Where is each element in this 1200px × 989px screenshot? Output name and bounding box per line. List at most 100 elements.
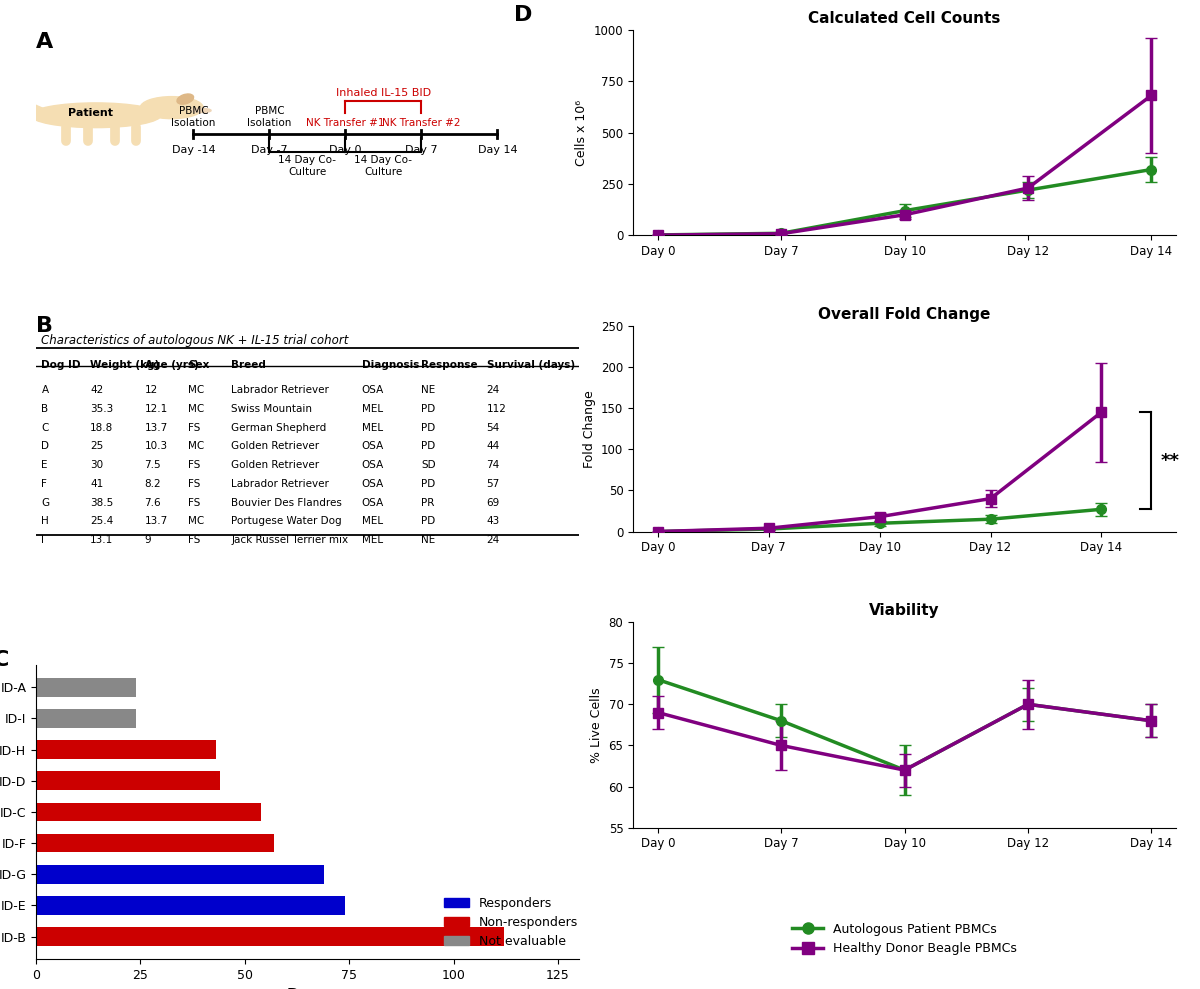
Legend: Responders, Non-responders, Not evaluable: Responders, Non-responders, Not evaluabl… [439, 891, 583, 953]
Y-axis label: % Live Cells: % Live Cells [590, 687, 602, 763]
Text: 69: 69 [486, 497, 500, 507]
Text: C: C [0, 650, 8, 670]
Text: 57: 57 [486, 479, 500, 489]
Legend: Autologous Patient PBMCs, Healthy Donor Beagle PBMCs: Autologous Patient PBMCs, Healthy Donor … [792, 923, 1018, 955]
Text: 7.6: 7.6 [144, 497, 161, 507]
Text: Day 14: Day 14 [478, 144, 517, 154]
Text: NK Transfer #1: NK Transfer #1 [306, 118, 385, 128]
Text: MEL: MEL [361, 516, 383, 526]
Text: PD: PD [421, 404, 436, 414]
Title: Viability: Viability [869, 603, 940, 618]
Text: G: G [42, 497, 49, 507]
Text: FS: FS [188, 422, 200, 432]
Ellipse shape [192, 109, 211, 113]
Text: Response: Response [421, 360, 478, 370]
Text: 13.7: 13.7 [144, 516, 168, 526]
Text: MC: MC [188, 516, 204, 526]
Text: FS: FS [188, 535, 200, 545]
Text: 30: 30 [90, 460, 103, 470]
Text: 112: 112 [486, 404, 506, 414]
Text: 14 Day Co-
Culture: 14 Day Co- Culture [354, 155, 413, 177]
Text: FS: FS [188, 460, 200, 470]
Text: NE: NE [421, 535, 436, 545]
Text: D: D [42, 441, 49, 451]
Text: MEL: MEL [361, 535, 383, 545]
Text: OSA: OSA [361, 479, 384, 489]
Text: Golden Retriever: Golden Retriever [232, 441, 319, 451]
Text: OSA: OSA [361, 385, 384, 396]
Text: D: D [514, 5, 532, 25]
Text: Characteristics of autologous NK + IL-15 trial cohort: Characteristics of autologous NK + IL-15… [42, 334, 349, 347]
Y-axis label: Cells x 10⁶: Cells x 10⁶ [575, 100, 588, 165]
Text: PR: PR [421, 497, 434, 507]
Text: Jack Russel Terrier mix: Jack Russel Terrier mix [232, 535, 348, 545]
Text: MEL: MEL [361, 422, 383, 432]
Text: Day -14: Day -14 [172, 144, 215, 154]
Text: MC: MC [188, 385, 204, 396]
Text: German Shepherd: German Shepherd [232, 422, 326, 432]
Text: Weight (kg): Weight (kg) [90, 360, 160, 370]
Text: 38.5: 38.5 [90, 497, 114, 507]
X-axis label: Days: Days [287, 988, 328, 989]
Bar [36, 771, 220, 790]
Text: Inhaled IL-15 BID: Inhaled IL-15 BID [336, 88, 431, 98]
Text: FS: FS [188, 479, 200, 489]
Text: 74: 74 [486, 460, 500, 470]
Text: Sex: Sex [188, 360, 209, 370]
Text: Labrador Retriever: Labrador Retriever [232, 385, 329, 396]
Text: 43: 43 [486, 516, 500, 526]
Text: 42: 42 [90, 385, 103, 396]
Bar [36, 834, 274, 853]
Circle shape [140, 97, 203, 119]
Text: A: A [36, 32, 53, 51]
Text: PBMC
Isolation: PBMC Isolation [247, 106, 292, 128]
Text: Dog ID: Dog ID [42, 360, 80, 370]
Text: Patient: Patient [67, 109, 113, 119]
Text: 18.8: 18.8 [90, 422, 114, 432]
Text: OSA: OSA [361, 441, 384, 451]
Text: A: A [42, 385, 48, 396]
Bar [36, 709, 137, 728]
Text: 41: 41 [90, 479, 103, 489]
Text: F: F [42, 479, 47, 489]
Text: PD: PD [421, 479, 436, 489]
Text: 54: 54 [486, 422, 500, 432]
Text: 24: 24 [486, 535, 500, 545]
Text: Labrador Retriever: Labrador Retriever [232, 479, 329, 489]
Text: PD: PD [421, 422, 436, 432]
Text: PD: PD [421, 441, 436, 451]
Text: 12: 12 [144, 385, 158, 396]
Text: Day -7: Day -7 [251, 144, 288, 154]
Text: E: E [42, 460, 48, 470]
Text: Bouvier Des Flandres: Bouvier Des Flandres [232, 497, 342, 507]
Text: B: B [36, 316, 53, 336]
Text: PBMC
Isolation: PBMC Isolation [172, 106, 216, 128]
Bar [36, 803, 262, 821]
Text: 8.2: 8.2 [144, 479, 161, 489]
Text: NK Transfer #2: NK Transfer #2 [382, 118, 461, 128]
Text: Portugese Water Dog: Portugese Water Dog [232, 516, 342, 526]
Text: SD: SD [421, 460, 436, 470]
Text: FS: FS [188, 497, 200, 507]
Text: 24: 24 [486, 385, 500, 396]
Text: MC: MC [188, 441, 204, 451]
Text: I: I [42, 535, 44, 545]
Text: Diagnosis: Diagnosis [361, 360, 419, 370]
Text: MEL: MEL [361, 404, 383, 414]
Text: 35.3: 35.3 [90, 404, 114, 414]
Text: 44: 44 [486, 441, 500, 451]
Text: 7.5: 7.5 [144, 460, 161, 470]
Text: Day 0: Day 0 [329, 144, 361, 154]
Y-axis label: Fold Change: Fold Change [583, 390, 595, 468]
Text: Day 7: Day 7 [406, 144, 438, 154]
Ellipse shape [176, 94, 193, 104]
Text: 13.7: 13.7 [144, 422, 168, 432]
Bar [36, 740, 216, 759]
Bar [36, 896, 346, 915]
Text: 14 Day Co-
Culture: 14 Day Co- Culture [278, 155, 336, 177]
Text: B: B [42, 404, 48, 414]
Ellipse shape [30, 103, 161, 128]
Title: Overall Fold Change: Overall Fold Change [818, 307, 991, 321]
Text: NE: NE [421, 385, 436, 396]
Bar [36, 677, 137, 696]
